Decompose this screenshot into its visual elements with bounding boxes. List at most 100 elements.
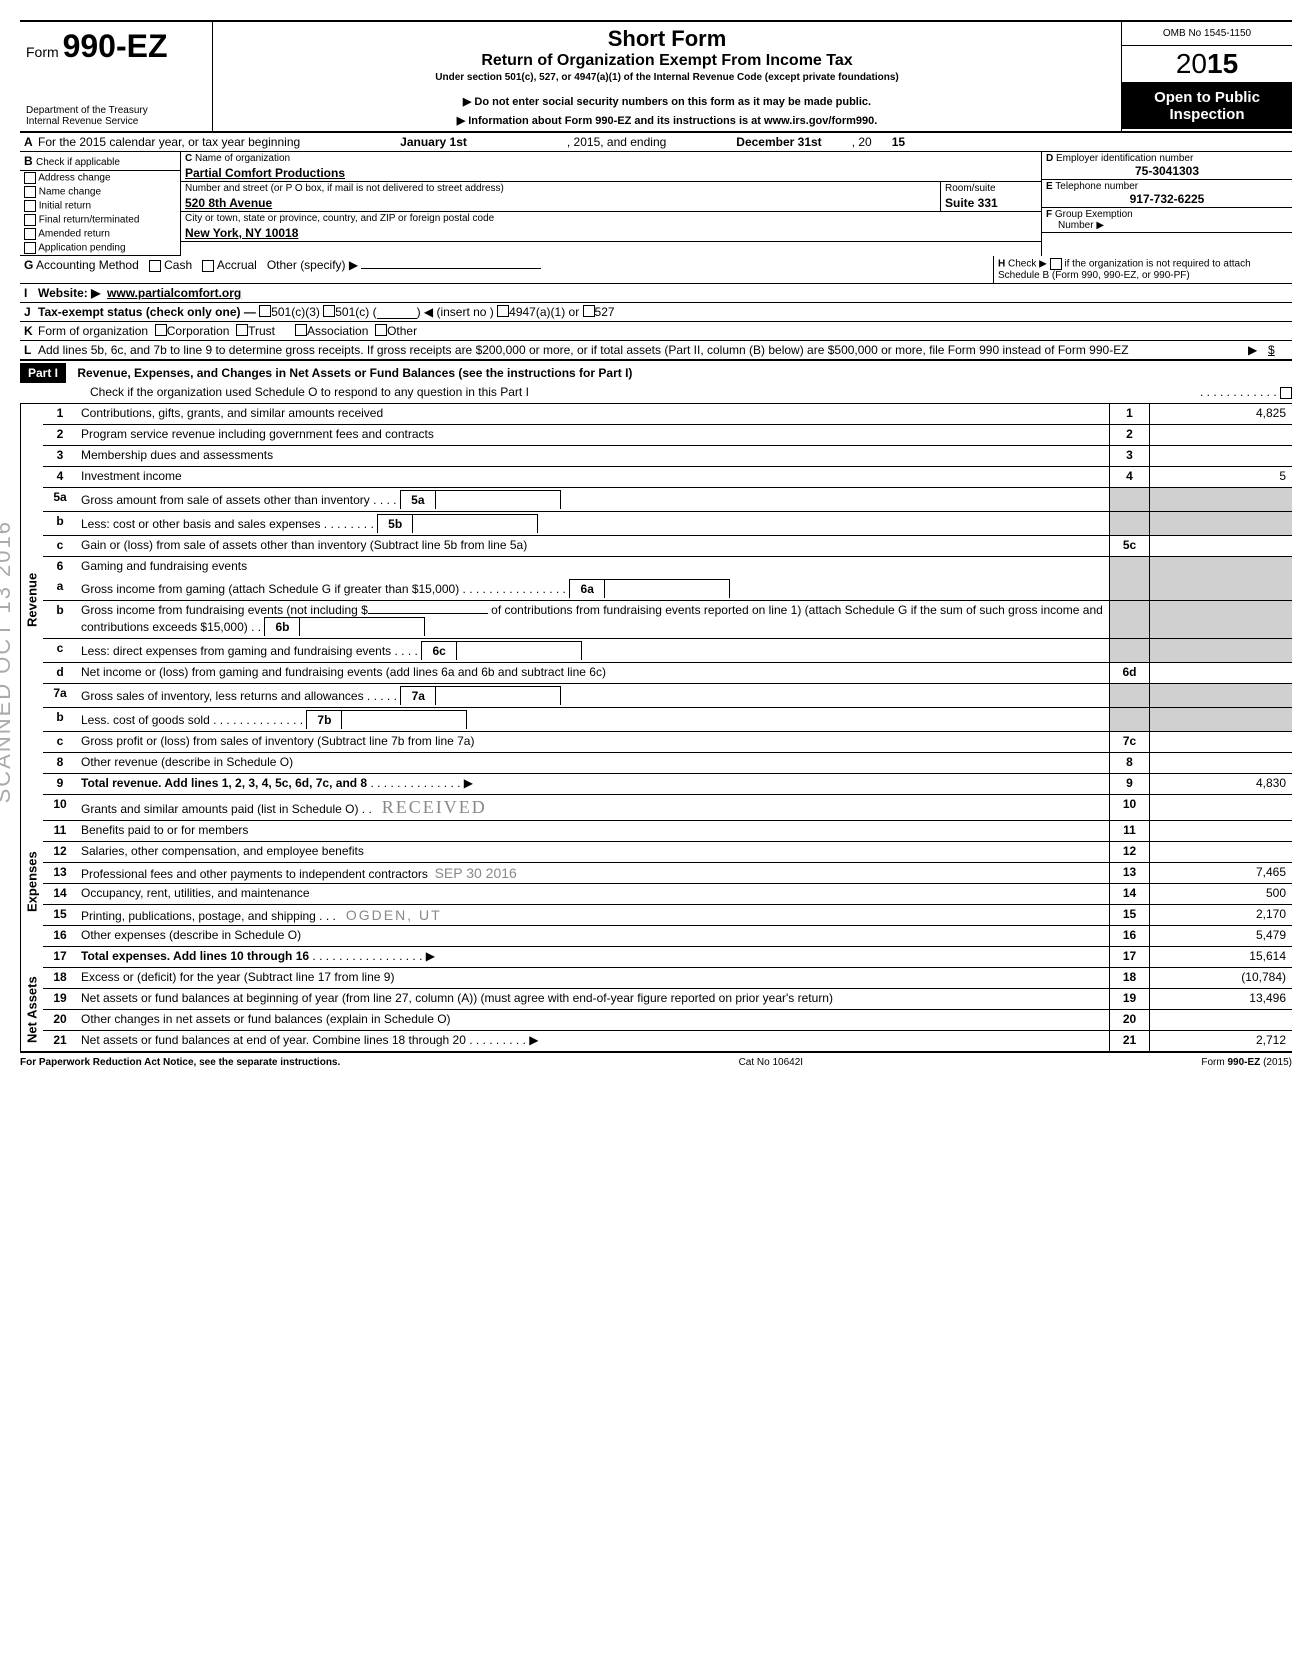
dept-treasury: Department of the Treasury	[26, 105, 206, 116]
chk-501c3[interactable]	[259, 305, 271, 317]
ln10-text: Grants and similar amounts paid (list in…	[81, 802, 358, 816]
ln6c-text: Less: direct expenses from gaming and fu…	[81, 644, 391, 658]
ln20-val	[1149, 1010, 1292, 1030]
chk-other-org[interactable]	[375, 324, 387, 336]
footer-left: For Paperwork Reduction Act Notice, see …	[20, 1057, 340, 1068]
chk-501c[interactable]	[323, 305, 335, 317]
org-city: New York, NY 10018	[181, 225, 1041, 241]
stamp-sep: SEP 30 2016	[435, 865, 517, 881]
ln1-box: 1	[1109, 404, 1149, 424]
ln11-val	[1149, 821, 1292, 841]
part1-title: Revenue, Expenses, and Changes in Net As…	[77, 366, 632, 380]
ln1-val: 4,825	[1149, 404, 1292, 424]
ln5b-shade2	[1149, 512, 1292, 535]
chk-assoc[interactable]	[295, 324, 307, 336]
opt-initial: Initial return	[39, 201, 91, 212]
ln10-val	[1149, 795, 1292, 820]
ln16-val: 5,479	[1149, 926, 1292, 946]
label-B: B	[24, 154, 33, 168]
ln6c-num: c	[43, 639, 77, 662]
ln14-text: Occupancy, rent, utilities, and maintena…	[77, 884, 1109, 904]
org-addr: 520 8th Avenue	[181, 195, 940, 211]
ln6d-val	[1149, 663, 1292, 683]
chk-corp[interactable]	[155, 324, 167, 336]
ln19-text: Net assets or fund balances at beginning…	[77, 989, 1109, 1009]
open-to-public: Open to Public Inspection	[1122, 83, 1292, 129]
chk-cash[interactable]	[149, 260, 161, 272]
chk-final[interactable]	[24, 214, 36, 226]
side-revenue: Revenue	[20, 404, 43, 795]
ln18-num: 18	[43, 968, 77, 988]
chk-accrual[interactable]	[202, 260, 214, 272]
chk-initial[interactable]	[24, 200, 36, 212]
header-center: Short Form Return of Organization Exempt…	[213, 22, 1122, 131]
ln7a-shade	[1109, 684, 1149, 707]
ln7b-ib: 7b	[306, 710, 342, 729]
chk-address[interactable]	[24, 172, 36, 184]
omb-number: OMB No 1545-1150	[1122, 22, 1292, 46]
J-527: 527	[595, 305, 615, 319]
ln7c-box: 7c	[1109, 732, 1149, 752]
chk-trust[interactable]	[236, 324, 248, 336]
ln6b-text: Gross income from fundraising events (no…	[81, 603, 368, 617]
J-501c: 501(c) (	[335, 305, 376, 319]
ln6-shade2	[1149, 557, 1292, 577]
chk-pending[interactable]	[24, 242, 36, 254]
chk-amended[interactable]	[24, 228, 36, 240]
row-A: A For the 2015 calendar year, or tax yea…	[20, 133, 1292, 152]
ln11-box: 11	[1109, 821, 1149, 841]
scanned-stamp: SCANNED OCT 13 2016	[0, 520, 16, 803]
ln6c-shade2	[1149, 639, 1292, 662]
ln6c-shade	[1109, 639, 1149, 662]
A-suffix: , 20	[852, 135, 872, 149]
chk-527[interactable]	[583, 305, 595, 317]
row-GH: G Accounting Method Cash Accrual Other (…	[20, 256, 1292, 284]
row-J: J Tax-exempt status (check only one) — 5…	[20, 303, 1292, 322]
short-form-title: Short Form	[219, 26, 1115, 52]
ln7b-shade2	[1149, 708, 1292, 731]
ln8-text: Other revenue (describe in Schedule O)	[77, 753, 1109, 773]
chk-4947[interactable]	[497, 305, 509, 317]
part1-check-text: Check if the organization used Schedule …	[90, 385, 529, 399]
year-bold: 15	[1207, 48, 1238, 79]
footer-right: Form 990-EZ (2015)	[1201, 1057, 1292, 1068]
ln17-text: Total expenses. Add lines 10 through 16	[81, 949, 309, 963]
ln6a-num: a	[43, 577, 77, 600]
opt-address: Address change	[38, 173, 110, 184]
ln6a-shade2	[1149, 577, 1292, 600]
opt-amended: Amended return	[38, 229, 110, 240]
ln6b-num: b	[43, 601, 77, 638]
ln9-num: 9	[43, 774, 77, 794]
revenue-section: Revenue 1Contributions, gifts, grants, a…	[20, 404, 1292, 795]
ln7b-text: Less. cost of goods sold	[81, 713, 210, 727]
ln13-val: 7,465	[1149, 863, 1292, 883]
ln5b-shade	[1109, 512, 1149, 535]
G-text: Accounting Method	[36, 258, 139, 272]
ln7a-shade2	[1149, 684, 1292, 707]
ln19-val: 13,496	[1149, 989, 1292, 1009]
ln19-num: 19	[43, 989, 77, 1009]
ln13-box: 13	[1109, 863, 1149, 883]
ln16-box: 16	[1109, 926, 1149, 946]
J-501cb: ) ◀ (insert no )	[417, 305, 494, 319]
ln11-num: 11	[43, 821, 77, 841]
ln15-num: 15	[43, 905, 77, 925]
label-H: H	[998, 259, 1005, 270]
ln15-text: Printing, publications, postage, and shi…	[81, 909, 316, 923]
ln6c-ib: 6c	[421, 641, 457, 660]
ln6d-box: 6d	[1109, 663, 1149, 683]
footer: For Paperwork Reduction Act Notice, see …	[20, 1053, 1292, 1068]
J-4947: 4947(a)(1) or	[509, 305, 579, 319]
chk-part1-schO[interactable]	[1280, 387, 1292, 399]
ln6d-text: Net income or (loss) from gaming and fun…	[77, 663, 1109, 683]
ln6a-shade	[1109, 577, 1149, 600]
col-DEF: D Employer identification number 75-3041…	[1042, 152, 1292, 256]
ln19-box: 19	[1109, 989, 1149, 1009]
label-C: C	[185, 153, 192, 164]
ln6a-ib: 6a	[569, 579, 605, 598]
opt-name: Name change	[39, 187, 101, 198]
chk-name[interactable]	[24, 186, 36, 198]
label-G: G	[24, 258, 33, 272]
ln20-text: Other changes in net assets or fund bala…	[77, 1010, 1109, 1030]
chk-H[interactable]	[1050, 258, 1062, 270]
